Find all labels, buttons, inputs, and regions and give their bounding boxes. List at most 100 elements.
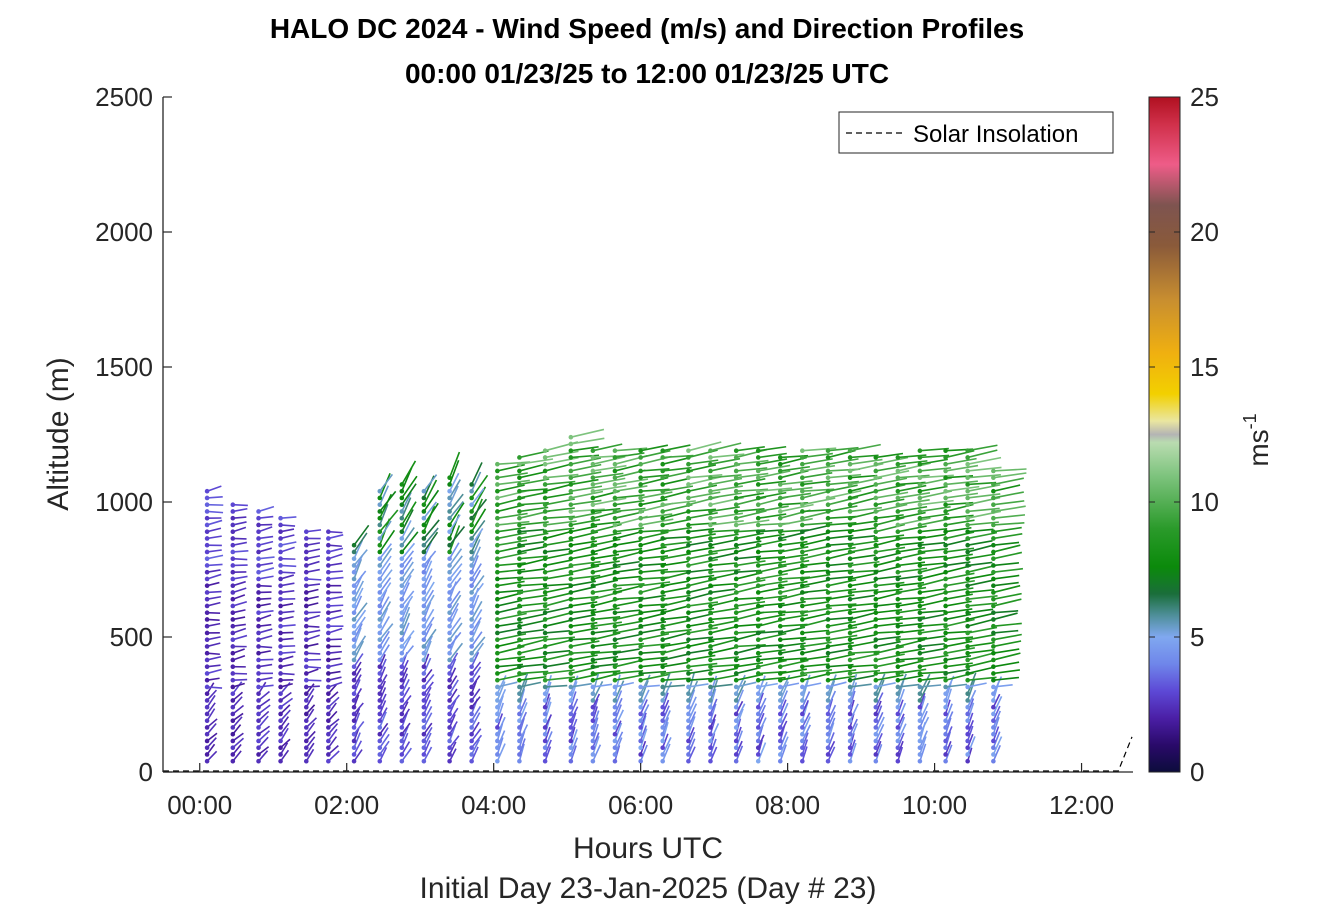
wind-barb-dot bbox=[733, 509, 739, 514]
wind-barb bbox=[640, 663, 668, 668]
wind-barb bbox=[614, 550, 643, 560]
wind-barb bbox=[897, 484, 927, 492]
wind-barb bbox=[614, 609, 641, 614]
wind-barb bbox=[448, 617, 462, 634]
wind-barb bbox=[448, 642, 464, 661]
wind-barb bbox=[945, 683, 968, 688]
wind-barb bbox=[897, 491, 931, 499]
wind-barb-dot bbox=[825, 569, 831, 575]
wind-barb bbox=[232, 716, 243, 728]
wind-barb bbox=[448, 602, 460, 620]
wind-barb-dot bbox=[399, 752, 405, 757]
wind-barb bbox=[379, 740, 390, 755]
wind-barb-dot bbox=[447, 536, 452, 541]
wind-barb bbox=[736, 630, 766, 634]
wind-barb bbox=[570, 478, 599, 486]
wind-barb-dot bbox=[568, 731, 574, 737]
wind-barb-dot bbox=[568, 482, 574, 487]
wind-barb bbox=[849, 703, 859, 722]
wind-barb-dot bbox=[895, 698, 901, 703]
wind-barb bbox=[379, 674, 388, 688]
wind-barb-dot bbox=[917, 576, 923, 582]
wind-barb bbox=[379, 520, 392, 539]
wind-barb-dot bbox=[660, 617, 665, 622]
wind-barb-dot bbox=[256, 758, 261, 764]
wind-barb-dot bbox=[495, 576, 500, 582]
wind-barb-dot bbox=[733, 664, 739, 669]
wind-barb-dot bbox=[278, 738, 283, 744]
wind-barb-dot bbox=[991, 509, 996, 514]
wind-barb-dot bbox=[686, 698, 691, 703]
wind-barb bbox=[945, 485, 980, 492]
wind-barb-dot bbox=[800, 569, 805, 575]
wind-barb-dot bbox=[568, 448, 574, 454]
wind-barb-dot bbox=[568, 677, 574, 683]
wind-barb bbox=[662, 526, 692, 533]
wind-barb bbox=[401, 520, 412, 539]
wind-barb-dot bbox=[303, 542, 309, 548]
wind-barb bbox=[353, 635, 367, 654]
wind-barb bbox=[448, 694, 460, 708]
wind-barb bbox=[827, 698, 834, 715]
x-axis-sublabel: Initial Day 23-Jan-2025 (Day # 23) bbox=[420, 872, 877, 905]
wind-barb-dot bbox=[943, 448, 948, 454]
wind-barb-dot bbox=[204, 637, 210, 642]
wind-barb bbox=[827, 496, 859, 506]
wind-barb bbox=[496, 702, 504, 721]
wind-barb-dot bbox=[542, 542, 548, 548]
wind-barb bbox=[570, 485, 603, 492]
wind-barb bbox=[280, 534, 295, 540]
wind-barb-dot bbox=[469, 657, 474, 663]
wind-barb-dot bbox=[495, 752, 500, 757]
wind-barb-dot bbox=[686, 502, 691, 508]
wind-barb bbox=[614, 596, 644, 600]
wind-barb bbox=[944, 731, 952, 748]
wind-barb-dot bbox=[204, 698, 210, 703]
wind-barb bbox=[592, 735, 600, 755]
wind-barb-dot bbox=[638, 590, 643, 595]
wind-barb bbox=[305, 722, 316, 735]
wind-barb bbox=[470, 539, 481, 560]
wind-barb-dot bbox=[542, 677, 548, 683]
wind-barb bbox=[945, 457, 977, 465]
wind-barb-dot bbox=[351, 637, 357, 642]
wind-barb-dot bbox=[755, 644, 761, 649]
wind-barb bbox=[802, 629, 830, 634]
wind-barb bbox=[570, 608, 597, 614]
wind-barb-dot bbox=[590, 448, 596, 454]
wind-barb bbox=[919, 692, 926, 708]
wind-barb bbox=[875, 552, 901, 560]
wind-barb-dot bbox=[469, 671, 474, 676]
wind-barb-dot bbox=[847, 650, 853, 656]
wind-barb-dot bbox=[377, 664, 383, 669]
wind-barb-dot bbox=[847, 752, 853, 757]
wind-barb-dot bbox=[943, 650, 948, 656]
wind-barb bbox=[379, 687, 387, 701]
wind-barb bbox=[518, 711, 528, 728]
wind-barb bbox=[470, 519, 486, 539]
wind-barb-dot bbox=[847, 495, 853, 501]
wind-barb bbox=[423, 594, 435, 614]
wind-barb-dot bbox=[825, 502, 831, 508]
wind-barb-dot bbox=[204, 495, 210, 501]
wind-barb-dot bbox=[447, 711, 452, 717]
wind-barb bbox=[801, 700, 810, 715]
wind-barb-dot bbox=[204, 509, 210, 514]
wind-barb-dot bbox=[612, 583, 618, 588]
wind-barb-dot bbox=[590, 738, 596, 744]
wind-barb-dot bbox=[421, 637, 427, 642]
wind-barb bbox=[328, 576, 344, 580]
wind-barb-dot bbox=[873, 745, 879, 750]
wind-barb bbox=[993, 551, 1023, 560]
wind-barb-dot bbox=[638, 583, 643, 588]
wind-barb-dot bbox=[895, 475, 901, 481]
wind-barb bbox=[849, 580, 877, 587]
wind-barb-dot bbox=[568, 711, 574, 717]
wind-barb bbox=[448, 707, 459, 722]
wind-barb-dot bbox=[847, 461, 853, 467]
wind-barb bbox=[544, 606, 570, 614]
wind-barb bbox=[736, 560, 766, 567]
wind-barb-dot bbox=[326, 623, 331, 629]
wind-barb-dot bbox=[377, 758, 383, 764]
wind-barb-dot bbox=[686, 623, 691, 629]
